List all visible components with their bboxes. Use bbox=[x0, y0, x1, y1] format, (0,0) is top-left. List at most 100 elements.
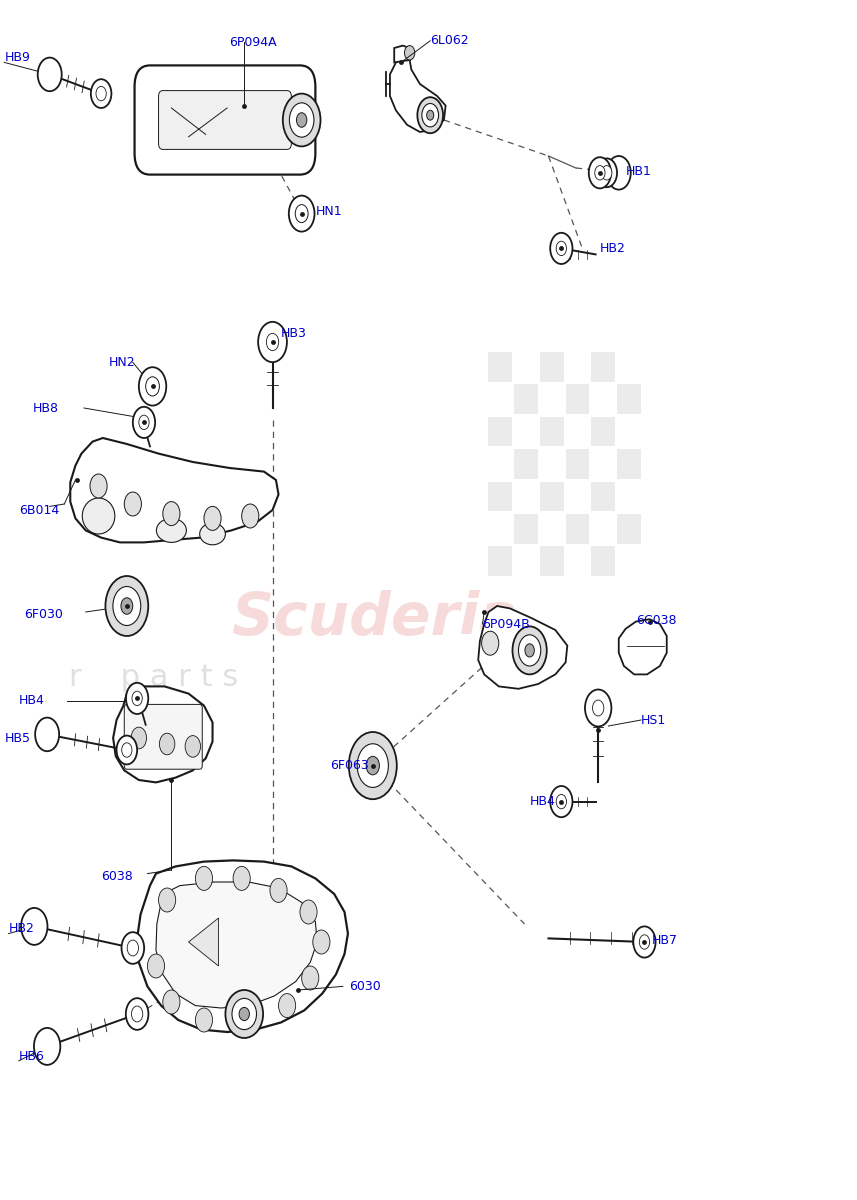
Text: HB2: HB2 bbox=[600, 242, 626, 254]
Text: 6B014: 6B014 bbox=[19, 504, 59, 516]
Circle shape bbox=[131, 1006, 143, 1022]
Circle shape bbox=[233, 866, 250, 890]
Ellipse shape bbox=[239, 1008, 249, 1020]
Circle shape bbox=[233, 1008, 250, 1032]
Bar bbox=[617, 514, 641, 544]
Polygon shape bbox=[619, 619, 667, 674]
Circle shape bbox=[90, 474, 107, 498]
Bar bbox=[617, 384, 641, 414]
Circle shape bbox=[195, 866, 213, 890]
Circle shape bbox=[633, 926, 656, 958]
Circle shape bbox=[133, 407, 155, 438]
Bar bbox=[488, 546, 512, 576]
Polygon shape bbox=[113, 686, 213, 782]
Circle shape bbox=[550, 786, 572, 817]
Bar bbox=[566, 514, 590, 544]
Ellipse shape bbox=[427, 110, 434, 120]
Ellipse shape bbox=[524, 643, 534, 658]
Bar bbox=[488, 481, 512, 511]
Circle shape bbox=[127, 940, 139, 956]
Bar bbox=[566, 384, 590, 414]
Circle shape bbox=[607, 156, 631, 190]
Text: HN2: HN2 bbox=[109, 356, 135, 368]
Circle shape bbox=[21, 908, 47, 944]
Bar bbox=[591, 352, 615, 382]
Bar bbox=[488, 352, 512, 382]
Text: 6C038: 6C038 bbox=[636, 614, 676, 626]
Circle shape bbox=[159, 888, 176, 912]
Circle shape bbox=[122, 932, 144, 964]
Bar bbox=[514, 514, 538, 544]
Circle shape bbox=[147, 954, 165, 978]
Circle shape bbox=[139, 367, 166, 406]
Circle shape bbox=[595, 166, 605, 180]
Text: 6P094B: 6P094B bbox=[482, 618, 530, 630]
Circle shape bbox=[592, 700, 604, 716]
Bar bbox=[591, 481, 615, 511]
Circle shape bbox=[550, 233, 572, 264]
Circle shape bbox=[295, 204, 309, 223]
Ellipse shape bbox=[518, 635, 541, 666]
Ellipse shape bbox=[156, 518, 187, 542]
Circle shape bbox=[289, 196, 315, 232]
Bar bbox=[514, 384, 538, 414]
Circle shape bbox=[163, 990, 180, 1014]
Circle shape bbox=[117, 736, 137, 764]
Text: HB6: HB6 bbox=[19, 1050, 45, 1062]
Circle shape bbox=[91, 79, 111, 108]
Bar bbox=[488, 416, 512, 446]
Circle shape bbox=[35, 718, 59, 751]
Bar bbox=[540, 481, 564, 511]
Polygon shape bbox=[394, 46, 410, 62]
Ellipse shape bbox=[225, 990, 263, 1038]
Ellipse shape bbox=[105, 576, 148, 636]
Ellipse shape bbox=[297, 113, 307, 127]
Circle shape bbox=[124, 492, 141, 516]
Text: r    p a r t s: r p a r t s bbox=[69, 664, 237, 692]
Bar bbox=[540, 546, 564, 576]
Ellipse shape bbox=[82, 498, 115, 534]
Polygon shape bbox=[390, 58, 446, 132]
Ellipse shape bbox=[232, 998, 256, 1030]
Circle shape bbox=[126, 998, 148, 1030]
Ellipse shape bbox=[366, 756, 380, 775]
Polygon shape bbox=[478, 606, 567, 689]
Circle shape bbox=[313, 930, 330, 954]
Circle shape bbox=[96, 86, 106, 101]
Text: HB8: HB8 bbox=[33, 402, 58, 414]
Ellipse shape bbox=[200, 523, 225, 545]
Circle shape bbox=[556, 241, 566, 256]
Text: HB9: HB9 bbox=[4, 52, 30, 64]
Circle shape bbox=[405, 46, 415, 60]
Text: HB1: HB1 bbox=[626, 166, 651, 178]
Circle shape bbox=[139, 415, 149, 430]
Circle shape bbox=[122, 743, 132, 757]
Circle shape bbox=[267, 334, 279, 350]
Circle shape bbox=[302, 966, 319, 990]
Text: 6F063: 6F063 bbox=[330, 760, 369, 772]
Text: 6030: 6030 bbox=[349, 980, 381, 992]
Circle shape bbox=[132, 691, 142, 706]
Circle shape bbox=[204, 506, 221, 530]
Ellipse shape bbox=[290, 103, 314, 137]
Text: HN1: HN1 bbox=[315, 205, 342, 217]
Circle shape bbox=[146, 377, 159, 396]
Ellipse shape bbox=[121, 598, 133, 614]
Ellipse shape bbox=[113, 587, 141, 625]
Text: Scuderia: Scuderia bbox=[231, 589, 519, 647]
Circle shape bbox=[279, 994, 296, 1018]
Circle shape bbox=[602, 166, 612, 180]
Text: 6F030: 6F030 bbox=[24, 608, 63, 620]
Text: HB4: HB4 bbox=[19, 695, 45, 707]
Text: HS1: HS1 bbox=[641, 714, 666, 726]
Bar bbox=[591, 416, 615, 446]
Circle shape bbox=[131, 727, 147, 749]
FancyBboxPatch shape bbox=[124, 704, 202, 769]
Circle shape bbox=[556, 794, 566, 809]
Circle shape bbox=[242, 504, 259, 528]
Bar bbox=[514, 449, 538, 479]
Circle shape bbox=[596, 158, 617, 187]
Circle shape bbox=[270, 878, 287, 902]
Bar bbox=[566, 449, 590, 479]
Circle shape bbox=[639, 935, 650, 949]
